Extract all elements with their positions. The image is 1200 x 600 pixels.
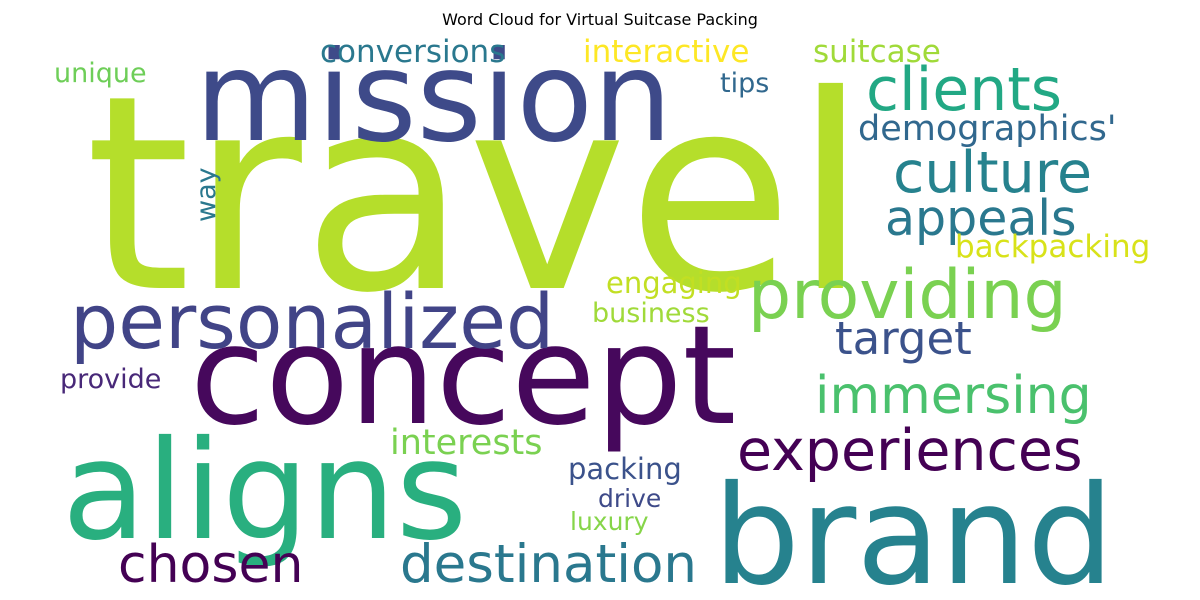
word-appeals: appeals <box>885 190 1077 247</box>
word-backpacking: backpacking <box>955 229 1150 265</box>
word-business: business <box>592 298 710 329</box>
chart-title: Word Cloud for Virtual Suitcase Packing <box>442 10 758 29</box>
word-mission: mission <box>195 25 672 170</box>
word-conversions: conversions <box>320 34 505 70</box>
word-drive: drive <box>598 484 661 513</box>
word-concept: concept <box>190 297 736 456</box>
word-experiences: experiences <box>737 418 1083 484</box>
word-brand: brand <box>713 457 1114 600</box>
word-suitcase: suitcase <box>813 34 941 70</box>
word-interests: interests <box>390 423 543 463</box>
word-destination: destination <box>400 534 697 595</box>
word-unique: unique <box>54 58 147 89</box>
word-provide: provide <box>60 364 161 395</box>
word-way: way <box>191 167 222 222</box>
word-packing: packing <box>568 452 682 486</box>
word-culture: culture <box>893 140 1092 206</box>
word-clients: clients <box>866 55 1062 125</box>
word-aligns: aligns <box>62 412 467 571</box>
word-luxury: luxury <box>570 507 649 536</box>
word-personalized: personalized <box>70 277 554 366</box>
word-tips: tips <box>720 68 769 99</box>
word-providing: providing <box>748 256 1067 335</box>
word-chosen: chosen <box>118 535 303 595</box>
word-engaging: engaging <box>606 266 742 300</box>
word-interactive: interactive <box>583 34 749 70</box>
word-travel: travel <box>85 37 868 352</box>
word-immersing: immersing <box>815 366 1092 426</box>
word-target: target <box>835 312 972 365</box>
word-demographics: demographics' <box>858 109 1117 149</box>
